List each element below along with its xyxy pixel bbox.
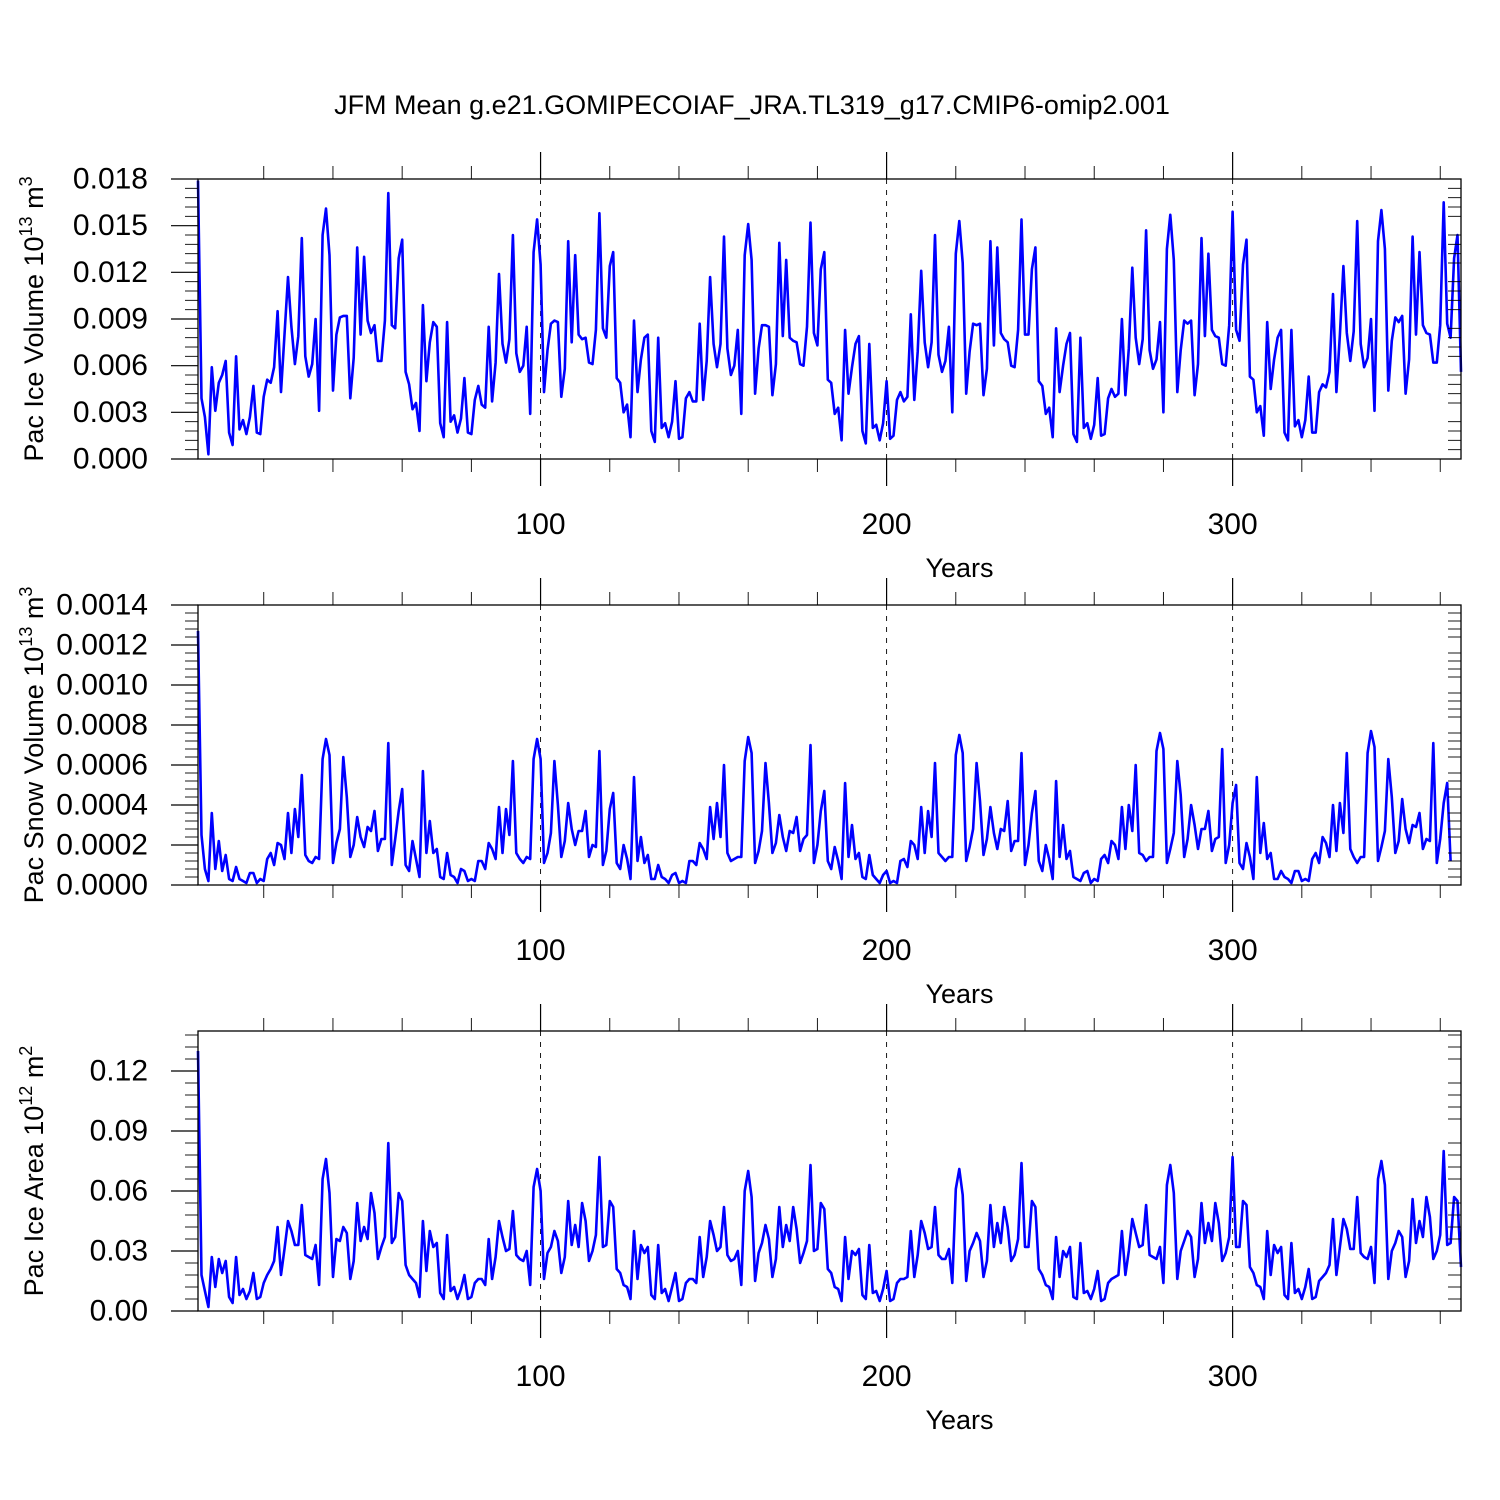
y-tick-label: 0.015 bbox=[73, 209, 148, 242]
y-tick-label: 0.0008 bbox=[56, 709, 148, 742]
panel-3: 100 200 300 0.00 0.03 0.06 0.09 0.12 Years Pac Ic… bbox=[16, 1004, 1463, 1435]
panel-1: 100 200 300 0.000 0.003 0.006 0.009 0.012 0.015 0… bbox=[16, 152, 1463, 583]
y-tick-label: 0.0010 bbox=[56, 669, 148, 702]
data-series-line bbox=[196, 1050, 1463, 1309]
x-tick-label: 100 bbox=[516, 934, 566, 967]
y-tick-label: 0.0006 bbox=[56, 749, 148, 782]
x-tick-label: 200 bbox=[862, 934, 912, 967]
y-tick-label: 0.0000 bbox=[56, 869, 148, 902]
x-tick-label: 200 bbox=[862, 1360, 912, 1393]
y-tick-label: 0.06 bbox=[90, 1175, 148, 1208]
plot-frame bbox=[197, 1030, 1462, 1312]
y-axis-label: Pac Snow Volume 1013 m3 bbox=[16, 587, 49, 904]
x-tick-label: 300 bbox=[1208, 508, 1258, 541]
y-tick-label: 0.000 bbox=[73, 443, 148, 476]
y-tick-label: 0.006 bbox=[73, 349, 148, 382]
y-axis-label: Pac Ice Area 1012 m2 bbox=[16, 1046, 49, 1297]
y-tick-label: 0.12 bbox=[90, 1055, 148, 1088]
panel-2: 100 200 300 0.0000 0.0002 0.0004 0.0006 0.0008 0… bbox=[16, 578, 1462, 1009]
y-tick-label: 0.018 bbox=[73, 163, 148, 196]
plot-frame bbox=[197, 604, 1462, 886]
y-tick-label: 0.00 bbox=[90, 1295, 148, 1328]
y-tick-label: 0.012 bbox=[73, 256, 148, 289]
data-series-line bbox=[196, 180, 1463, 456]
x-tick-label: 300 bbox=[1208, 934, 1258, 967]
y-tick-label: 0.0002 bbox=[56, 829, 148, 862]
x-tick-label: 100 bbox=[516, 508, 566, 541]
x-axis-label: Years bbox=[925, 1405, 993, 1435]
x-tick-label: 300 bbox=[1208, 1360, 1258, 1393]
y-tick-label: 0.09 bbox=[90, 1115, 148, 1148]
y-axis-label: Pac Ice Volume 1013 m3 bbox=[16, 176, 49, 461]
chart-title: JFM Mean g.e21.GOMIPECOIAF_JRA.TL319_g17… bbox=[334, 90, 1170, 120]
y-tick-label: 0.009 bbox=[73, 303, 148, 336]
y-tick-label: 0.003 bbox=[73, 396, 148, 429]
panels-container: 100 200 300 0.000 0.003 0.006 0.009 0.012 0.015 0… bbox=[16, 152, 1463, 1435]
y-tick-label: 0.0014 bbox=[56, 589, 148, 622]
x-axis-label: Years bbox=[925, 553, 993, 583]
x-axis-label: Years bbox=[925, 979, 993, 1009]
x-tick-label: 200 bbox=[862, 508, 912, 541]
x-tick-label: 100 bbox=[516, 1360, 566, 1393]
y-tick-label: 0.0012 bbox=[56, 629, 148, 662]
y-tick-label: 0.0004 bbox=[56, 789, 148, 822]
data-series-line bbox=[196, 630, 1452, 885]
y-tick-label: 0.03 bbox=[90, 1235, 148, 1268]
